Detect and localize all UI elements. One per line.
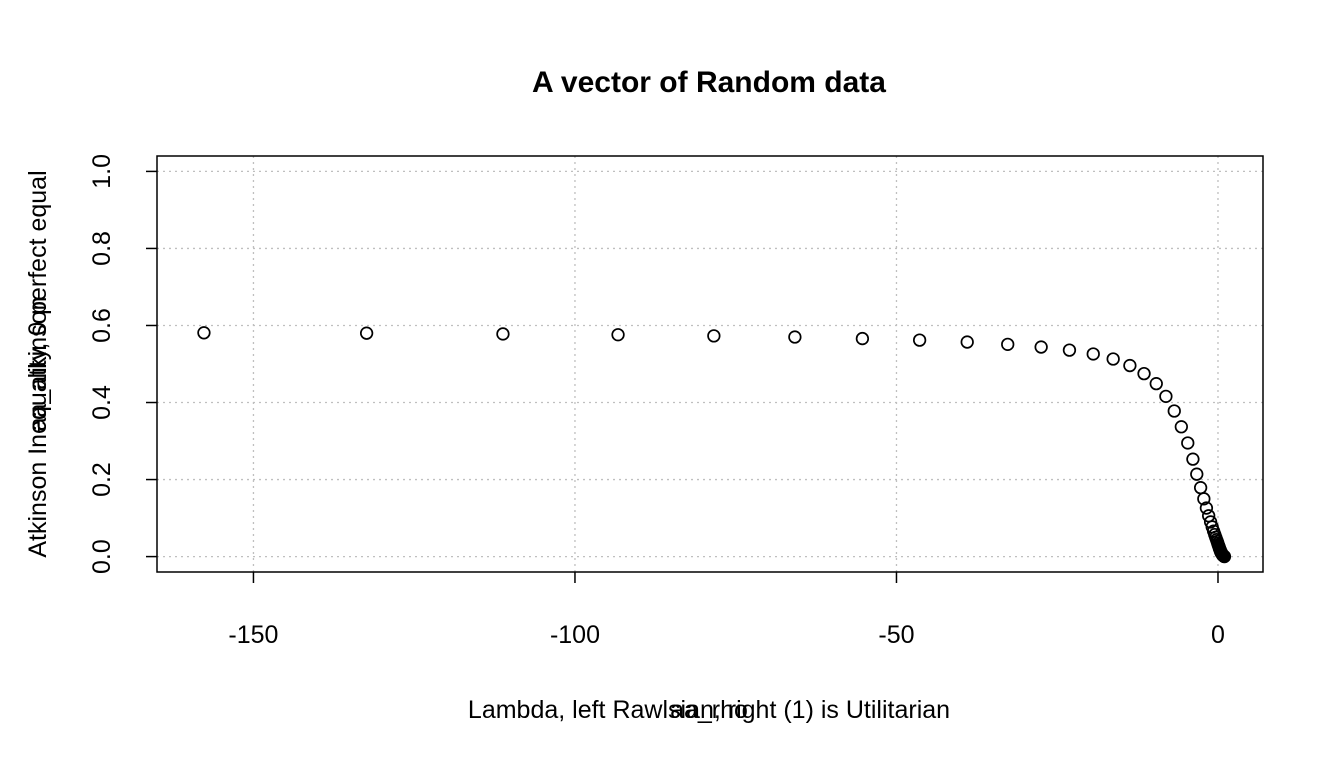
chart-title: A vector of Random data bbox=[532, 66, 886, 99]
data-point bbox=[197, 326, 211, 340]
y-tick-label: 0.8 bbox=[88, 231, 116, 266]
data-point bbox=[1199, 501, 1214, 515]
data-point bbox=[1193, 480, 1208, 495]
y-tick-label: 0.4 bbox=[88, 385, 116, 420]
y-tick-label: 0.2 bbox=[88, 462, 116, 497]
data-point bbox=[1123, 358, 1137, 373]
data-point bbox=[1174, 420, 1188, 434]
data-points bbox=[197, 326, 1232, 564]
data-point bbox=[1159, 389, 1173, 404]
y-tick-label: 0.0 bbox=[88, 539, 116, 574]
data-point bbox=[707, 329, 721, 343]
data-point bbox=[912, 333, 927, 347]
axis-ticks: -150 -100 -50 0 0.0 0.2 0.4 0.6 0.8 1.0 bbox=[88, 154, 1225, 649]
data-point bbox=[1106, 352, 1120, 366]
data-point bbox=[1149, 376, 1163, 391]
data-point bbox=[1186, 452, 1200, 466]
x-tick-label: 0 bbox=[1211, 621, 1225, 649]
data-point bbox=[1034, 340, 1048, 354]
data-point bbox=[1181, 436, 1195, 450]
x-axis-label: Lambda, left Rawlsian, right (1) is Util… bbox=[468, 696, 950, 724]
data-point bbox=[960, 335, 974, 349]
data-point bbox=[1001, 337, 1015, 352]
x-tick-label: -150 bbox=[228, 621, 278, 649]
data-point bbox=[1197, 492, 1211, 506]
y-tick-label: 1.0 bbox=[88, 154, 116, 189]
data-point bbox=[1190, 467, 1204, 481]
data-point bbox=[1217, 549, 1232, 564]
x-tick-label: -100 bbox=[550, 621, 600, 649]
data-point bbox=[788, 330, 802, 344]
x-axis-label-overlay: aa_rho bbox=[670, 696, 748, 724]
x-tick-label: -50 bbox=[878, 621, 914, 649]
data-point bbox=[1167, 404, 1181, 418]
grid-lines bbox=[157, 156, 1263, 572]
y-tick-label: 0.6 bbox=[88, 308, 116, 343]
data-point bbox=[855, 331, 870, 346]
y-axis-label: Atkinson Inequality, 0 perfect equal bbox=[24, 170, 52, 557]
plot-frame bbox=[156, 155, 1264, 573]
data-point bbox=[611, 328, 625, 342]
y-axis-label-overlay: aa_atkinson bbox=[24, 297, 52, 432]
data-point bbox=[1086, 347, 1100, 361]
data-point bbox=[496, 327, 510, 341]
data-point bbox=[1062, 343, 1077, 357]
data-point bbox=[1137, 366, 1151, 381]
data-point bbox=[359, 326, 374, 340]
